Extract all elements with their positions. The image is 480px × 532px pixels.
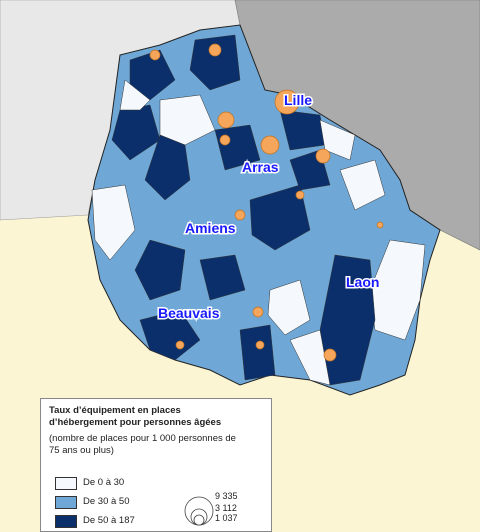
size-label: 1 037: [215, 513, 238, 523]
zone: [199, 254, 246, 301]
legend-subtitle: (nombre de places pour 1 000 personnes d…: [49, 433, 236, 456]
city-label: Beauvais: [158, 305, 220, 321]
circles: [149, 43, 384, 362]
communes: [91, 34, 426, 386]
circle: [252, 306, 264, 318]
swatch: [55, 515, 77, 528]
city-label: Amiens: [185, 220, 236, 236]
size-circles: [184, 496, 214, 526]
circle: [295, 190, 305, 200]
circle: [260, 135, 280, 155]
circle: [255, 340, 265, 350]
swatch: [55, 477, 77, 490]
size-label: 9 335: [215, 491, 238, 501]
legend-title: Taux d’équipement en places d’hébergemen…: [49, 405, 222, 428]
city-label: Lille: [284, 92, 312, 108]
zone: [249, 184, 311, 251]
city-label: Laon: [346, 274, 379, 290]
circle: [217, 111, 235, 129]
size-circle: [193, 514, 205, 526]
zone: [319, 119, 356, 161]
class-label: De 50 à 187: [83, 515, 135, 526]
circle: [208, 43, 222, 57]
zone: [119, 79, 151, 111]
class-label: De 30 à 50: [83, 496, 130, 507]
class-label: De 0 à 30: [83, 477, 125, 488]
zone: [144, 134, 191, 201]
circle: [274, 89, 300, 115]
circle: [149, 49, 161, 61]
circle: [315, 148, 331, 164]
zone: [189, 34, 241, 91]
zone: [339, 159, 386, 211]
circle: [219, 134, 231, 146]
zone: [289, 329, 331, 386]
zone: [159, 94, 216, 146]
zone: [91, 184, 136, 261]
circle: [376, 221, 384, 229]
zone: [139, 309, 201, 361]
circle: [175, 340, 185, 350]
zone: [134, 239, 186, 301]
circle: [323, 348, 337, 362]
size-label: 3 112: [215, 503, 237, 513]
legend: Taux d’équipement en places d’hébergemen…: [40, 398, 272, 532]
zone: [267, 279, 311, 336]
swatch: [55, 496, 77, 509]
circle: [234, 209, 246, 221]
zone: [111, 104, 161, 161]
city-label: Arras: [242, 159, 279, 175]
zone: [239, 324, 276, 381]
